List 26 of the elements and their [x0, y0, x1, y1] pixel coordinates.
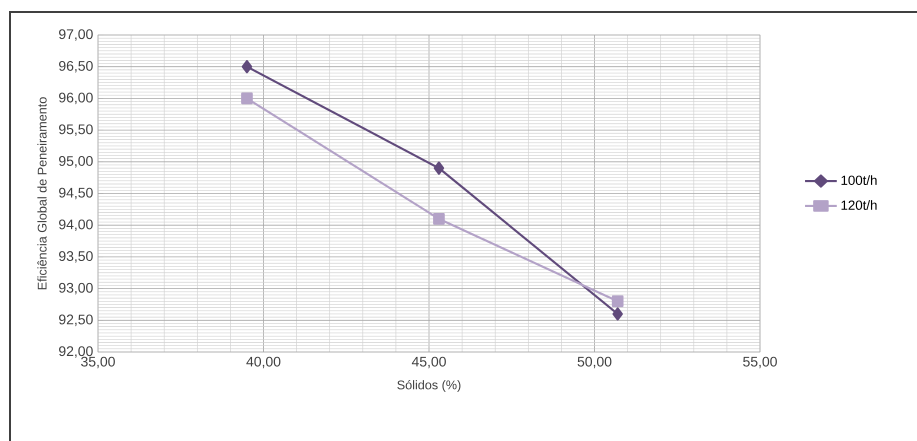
legend-label: 120t/h: [842, 200, 877, 210]
y-tick-label: 97,00: [59, 29, 93, 41]
y-tick-label: 94,50: [59, 188, 93, 200]
x-axis-title: Sólidos (%): [397, 380, 460, 392]
x-tick-label: 45,00: [412, 356, 446, 368]
y-tick-label: 95,50: [59, 124, 93, 136]
y-tick-label: 96,00: [59, 92, 93, 104]
x-tick-label: 40,00: [246, 356, 280, 368]
point: [434, 161, 444, 175]
legend-label: 100t/h: [842, 175, 877, 185]
y-tick-label: 94,00: [59, 219, 93, 231]
x-tick-label: 35,00: [81, 356, 115, 368]
point: [612, 295, 624, 308]
y-tick-label: 93,50: [59, 251, 93, 263]
x-tick-label: 50,00: [578, 356, 612, 368]
point: [612, 307, 623, 321]
point: [242, 60, 252, 74]
y-tick-label: 95,00: [59, 156, 93, 168]
y-tick-label: 92,50: [59, 314, 93, 326]
y-tick-label: 96,50: [59, 60, 93, 72]
y-tick-label: 92,00: [59, 346, 93, 358]
x-tick-label: 55,00: [743, 356, 777, 368]
point: [433, 213, 445, 225]
y-axis-title: Eficiência Global de Peneiramento: [37, 97, 47, 290]
y-tick-label: 93,00: [59, 282, 93, 294]
point: [241, 92, 253, 104]
